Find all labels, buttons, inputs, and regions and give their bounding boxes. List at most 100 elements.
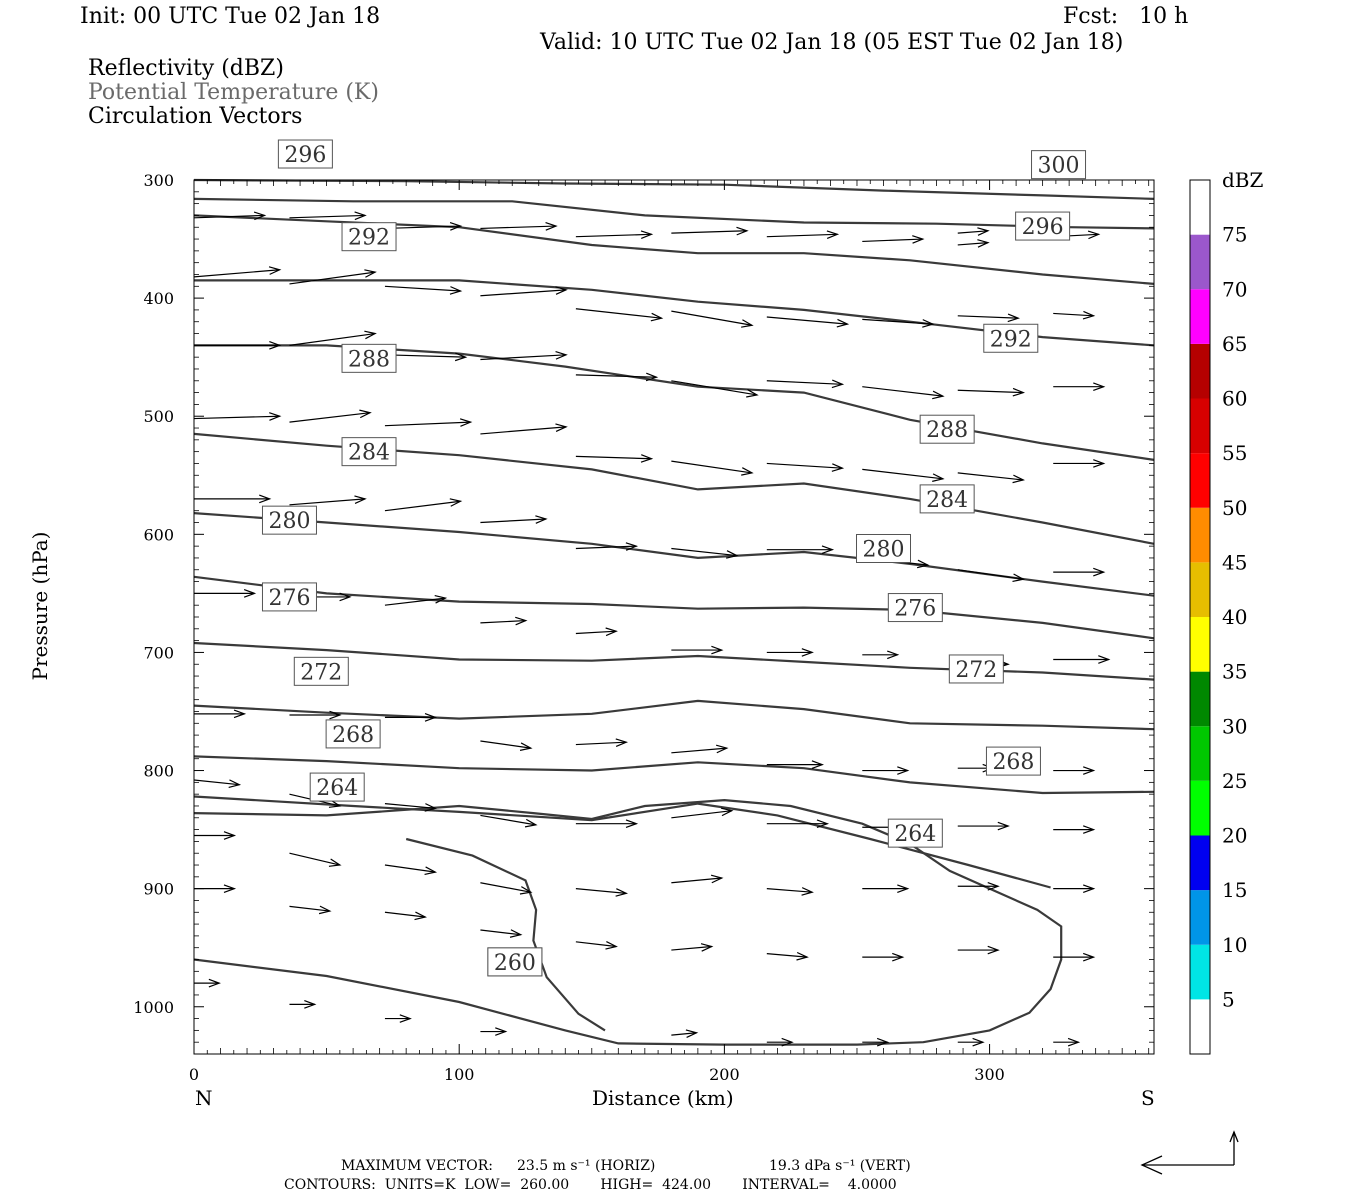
circulation-vector xyxy=(1053,1037,1081,1047)
circulation-vector xyxy=(194,709,247,719)
colorbar-level-label: 75 xyxy=(1222,223,1247,247)
circulation-vector xyxy=(289,1000,317,1009)
circulation-vector xyxy=(193,412,282,421)
circulation-vector xyxy=(766,545,835,555)
reference-vector xyxy=(1140,1130,1239,1175)
circulation-vector xyxy=(384,594,448,606)
x-axis-end-north: N xyxy=(195,1086,213,1110)
circulation-vector xyxy=(480,286,568,297)
contour-label-280: 280 xyxy=(856,533,912,563)
theta-contour-288-14 xyxy=(193,432,1155,545)
x-axis-title: Distance (km) xyxy=(592,1086,734,1110)
forecast-hour: Fcst: 10 h xyxy=(1063,4,1189,29)
circulation-vector xyxy=(384,911,427,921)
circulation-vector xyxy=(957,227,990,236)
circulation-vector xyxy=(862,884,910,893)
circulation-vector xyxy=(480,423,568,435)
circulation-vector xyxy=(193,266,282,278)
svg-text:296: 296 xyxy=(1022,215,1064,240)
circulation-vector xyxy=(671,226,749,236)
y-axis-title: Pressure (hPa) xyxy=(28,531,52,681)
circulation-vector xyxy=(957,313,1020,323)
colorbar-level-label: 55 xyxy=(1222,441,1247,465)
circulation-vector xyxy=(862,1037,890,1047)
colorbar-level-label: 10 xyxy=(1222,933,1247,957)
legend-reflectivity: Reflectivity (dBZ) xyxy=(88,56,284,81)
circulation-vector xyxy=(766,951,809,961)
y-tick-label: 900 xyxy=(143,880,174,899)
circulation-vector xyxy=(193,779,242,788)
circulation-vector xyxy=(480,616,528,626)
colorbar-segment xyxy=(1190,562,1210,617)
contour-label-272: 272 xyxy=(948,654,1004,684)
contour-label-268: 268 xyxy=(325,719,381,749)
colorbar-level-label: 15 xyxy=(1222,878,1247,902)
colorbar-segment xyxy=(1190,944,1210,1000)
circulation-vector xyxy=(862,952,905,962)
circulation-vector xyxy=(289,409,372,423)
circulation-vector xyxy=(957,569,1025,583)
circulation-vector xyxy=(671,645,724,655)
circulation-vector xyxy=(766,462,845,472)
contour-label-272: 272 xyxy=(293,656,349,686)
circulation-vector xyxy=(289,852,342,867)
theta-contour-unlabeled-21 xyxy=(193,197,1155,230)
circulation-vector xyxy=(289,905,332,915)
colorbar-level-label: 5 xyxy=(1222,987,1235,1011)
circulation-vector xyxy=(1053,310,1096,320)
circulation-vector xyxy=(384,803,438,812)
theta-contour-260-0 xyxy=(193,798,1063,1046)
circulation-vector xyxy=(384,864,438,875)
circulation-vector xyxy=(1053,952,1096,962)
circulation-vector xyxy=(1053,459,1106,468)
svg-text:288: 288 xyxy=(926,418,968,443)
circulation-vector xyxy=(480,222,558,231)
circulation-vector xyxy=(289,710,342,720)
legend-circulation: Circulation Vectors xyxy=(88,104,303,129)
circulation-vector xyxy=(957,239,990,248)
circulation-vector xyxy=(193,211,267,221)
theta-contour-284-12 xyxy=(193,512,1155,597)
circulation-vector xyxy=(575,888,629,897)
circulation-vector xyxy=(480,515,548,524)
circulation-vector xyxy=(671,807,734,819)
colorbar-level-label: 60 xyxy=(1222,387,1247,411)
circulation-vector xyxy=(480,882,533,895)
contour-label-284: 284 xyxy=(919,484,975,514)
colorbar-segment xyxy=(1190,671,1210,727)
contour-label-260: 260 xyxy=(487,947,543,977)
circulation-vector xyxy=(766,316,850,328)
y-tick-label: 1000 xyxy=(133,998,174,1017)
contour-label-292: 292 xyxy=(983,323,1039,353)
colorbar-segment xyxy=(1190,180,1210,235)
contour-label-296: 296 xyxy=(1015,211,1071,241)
circulation-vector xyxy=(575,627,618,637)
svg-text:272: 272 xyxy=(300,660,342,685)
colorbar-segment xyxy=(1190,453,1210,508)
circulation-vector xyxy=(480,740,533,751)
circulation-vector xyxy=(289,330,377,346)
circulation-vector xyxy=(671,460,754,476)
circulation-vector xyxy=(480,814,538,828)
contour-group xyxy=(193,178,1155,1046)
tick-group: 300 400 500 600 700 800 900 1000 0 100 200 300 xyxy=(133,171,1154,1084)
y-tick-label: 500 xyxy=(143,407,174,426)
contour-label-288: 288 xyxy=(919,414,975,444)
circulation-vector xyxy=(384,222,463,231)
colorbar-level-label: 45 xyxy=(1222,550,1247,574)
circulation-vector xyxy=(957,387,1026,397)
svg-text:284: 284 xyxy=(348,441,390,466)
circulation-vector xyxy=(671,943,714,952)
circulation-vector xyxy=(575,941,618,950)
x-tick-label: 100 xyxy=(444,1065,475,1084)
x-tick-label: 300 xyxy=(974,1065,1005,1084)
circulation-vector xyxy=(289,495,367,506)
circulation-vector xyxy=(384,713,438,722)
svg-text:276: 276 xyxy=(894,597,936,622)
max-vector-horiz: 23.5 m s⁻¹ (HORIZ) xyxy=(517,1158,656,1174)
circulation-vector xyxy=(384,285,463,295)
circulation-vector xyxy=(1053,825,1096,834)
colorbar-segment xyxy=(1190,726,1210,781)
svg-text:268: 268 xyxy=(992,750,1034,775)
circulation-vector xyxy=(1053,382,1106,392)
